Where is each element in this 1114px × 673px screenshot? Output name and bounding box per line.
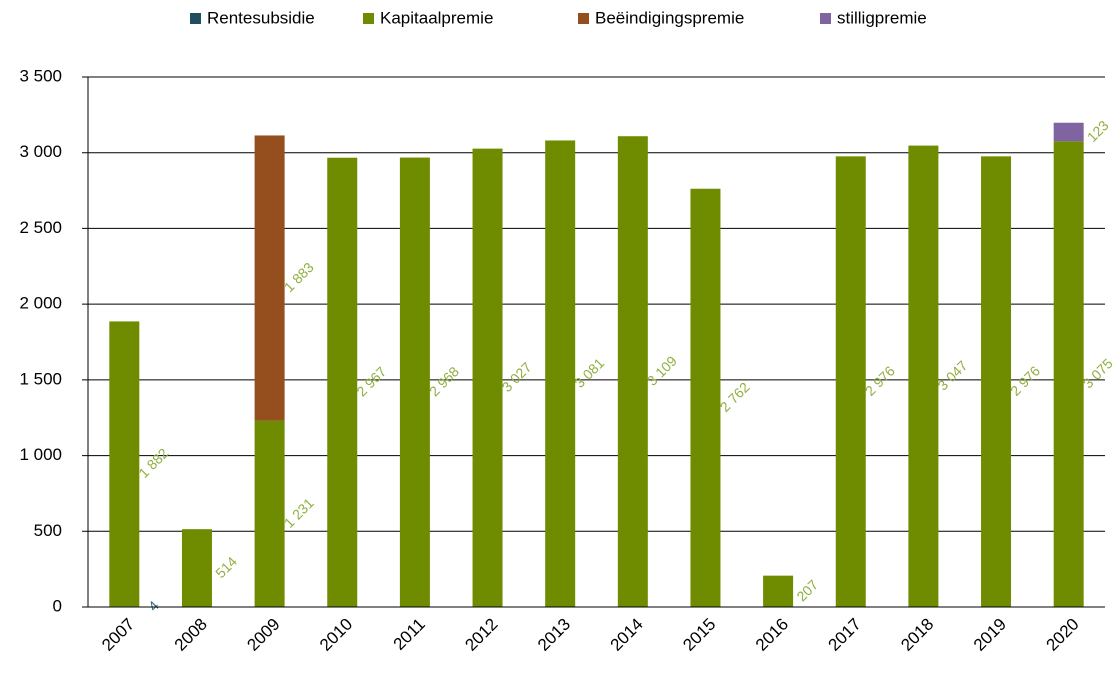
legend-label: Beëindigingspremie: [595, 8, 744, 27]
x-tick-label: 2009: [243, 615, 283, 655]
data-label: 4: [145, 597, 162, 614]
y-tick-label: 1 500: [19, 369, 62, 388]
data-label: 2 976: [862, 363, 898, 399]
x-tick-label: 2012: [461, 615, 501, 655]
x-tick-label: 2017: [825, 615, 865, 655]
data-label: 3 109: [644, 352, 680, 388]
legend-swatch: [363, 13, 374, 24]
data-label: 3 075: [1080, 355, 1114, 391]
bar-segment: [835, 156, 866, 607]
y-tick-label: 3 000: [19, 142, 62, 161]
bar-segment: [908, 145, 939, 607]
x-tick-label: 2018: [897, 615, 937, 655]
legend-swatch: [820, 13, 831, 24]
bar-segment: [181, 529, 212, 607]
x-tick-label: 2011: [390, 615, 429, 654]
bar-segment: [472, 148, 503, 607]
data-label: 2 976: [1007, 363, 1043, 399]
y-tick-label: 0: [53, 596, 62, 615]
legend-swatch: [190, 13, 201, 24]
bar-segment: [763, 575, 794, 607]
bar-segment: [109, 321, 140, 607]
data-label: 2 968: [426, 363, 462, 399]
data-label: 3 081: [571, 355, 607, 391]
data-label: 123: [1084, 117, 1112, 145]
x-tick-label: 2019: [970, 615, 1010, 655]
data-label: 2 762: [716, 379, 752, 415]
bar-segment: [690, 188, 721, 608]
data-label: 1 883: [281, 259, 317, 295]
bar-segment: [327, 157, 358, 607]
x-tick-label: 2020: [1042, 615, 1082, 655]
y-tick-label: 1 000: [19, 445, 62, 464]
bar-segment: [254, 135, 285, 421]
y-tick-label: 2 000: [19, 294, 62, 313]
x-tick-label: 2016: [752, 615, 792, 655]
x-tick-label: 2007: [98, 615, 138, 655]
data-label: 3 047: [934, 357, 970, 393]
x-tick-label: 2008: [171, 615, 211, 655]
legend-label: Kapitaalpremie: [380, 8, 493, 27]
data-label: 514: [212, 553, 240, 581]
x-tick-label: 2013: [534, 615, 574, 655]
data-label: 1 882: [135, 445, 171, 481]
bar-segment: [545, 140, 576, 607]
data-label: 207: [793, 576, 821, 604]
legend-swatch: [578, 13, 589, 24]
data-label: 2 967: [353, 363, 389, 399]
x-tick-label: 2015: [679, 615, 719, 655]
data-label: 1 231: [281, 495, 317, 531]
bar-segment: [981, 156, 1012, 607]
bar-segment: [617, 136, 648, 608]
y-tick-label: 3 500: [19, 66, 62, 85]
legend-label: stilligpremie: [837, 8, 927, 27]
bar-segment: [1053, 141, 1084, 607]
bar-segment: [254, 420, 285, 607]
y-tick-label: 500: [34, 521, 62, 540]
bar-segment: [1053, 122, 1084, 142]
bar-segment: [399, 157, 430, 607]
legend-label: Rentesubsidie: [207, 8, 315, 27]
data-label: 3 027: [499, 359, 535, 395]
y-tick-label: 2 500: [19, 218, 62, 237]
x-tick-label: 2014: [607, 615, 647, 655]
x-tick-label: 2010: [316, 615, 356, 655]
